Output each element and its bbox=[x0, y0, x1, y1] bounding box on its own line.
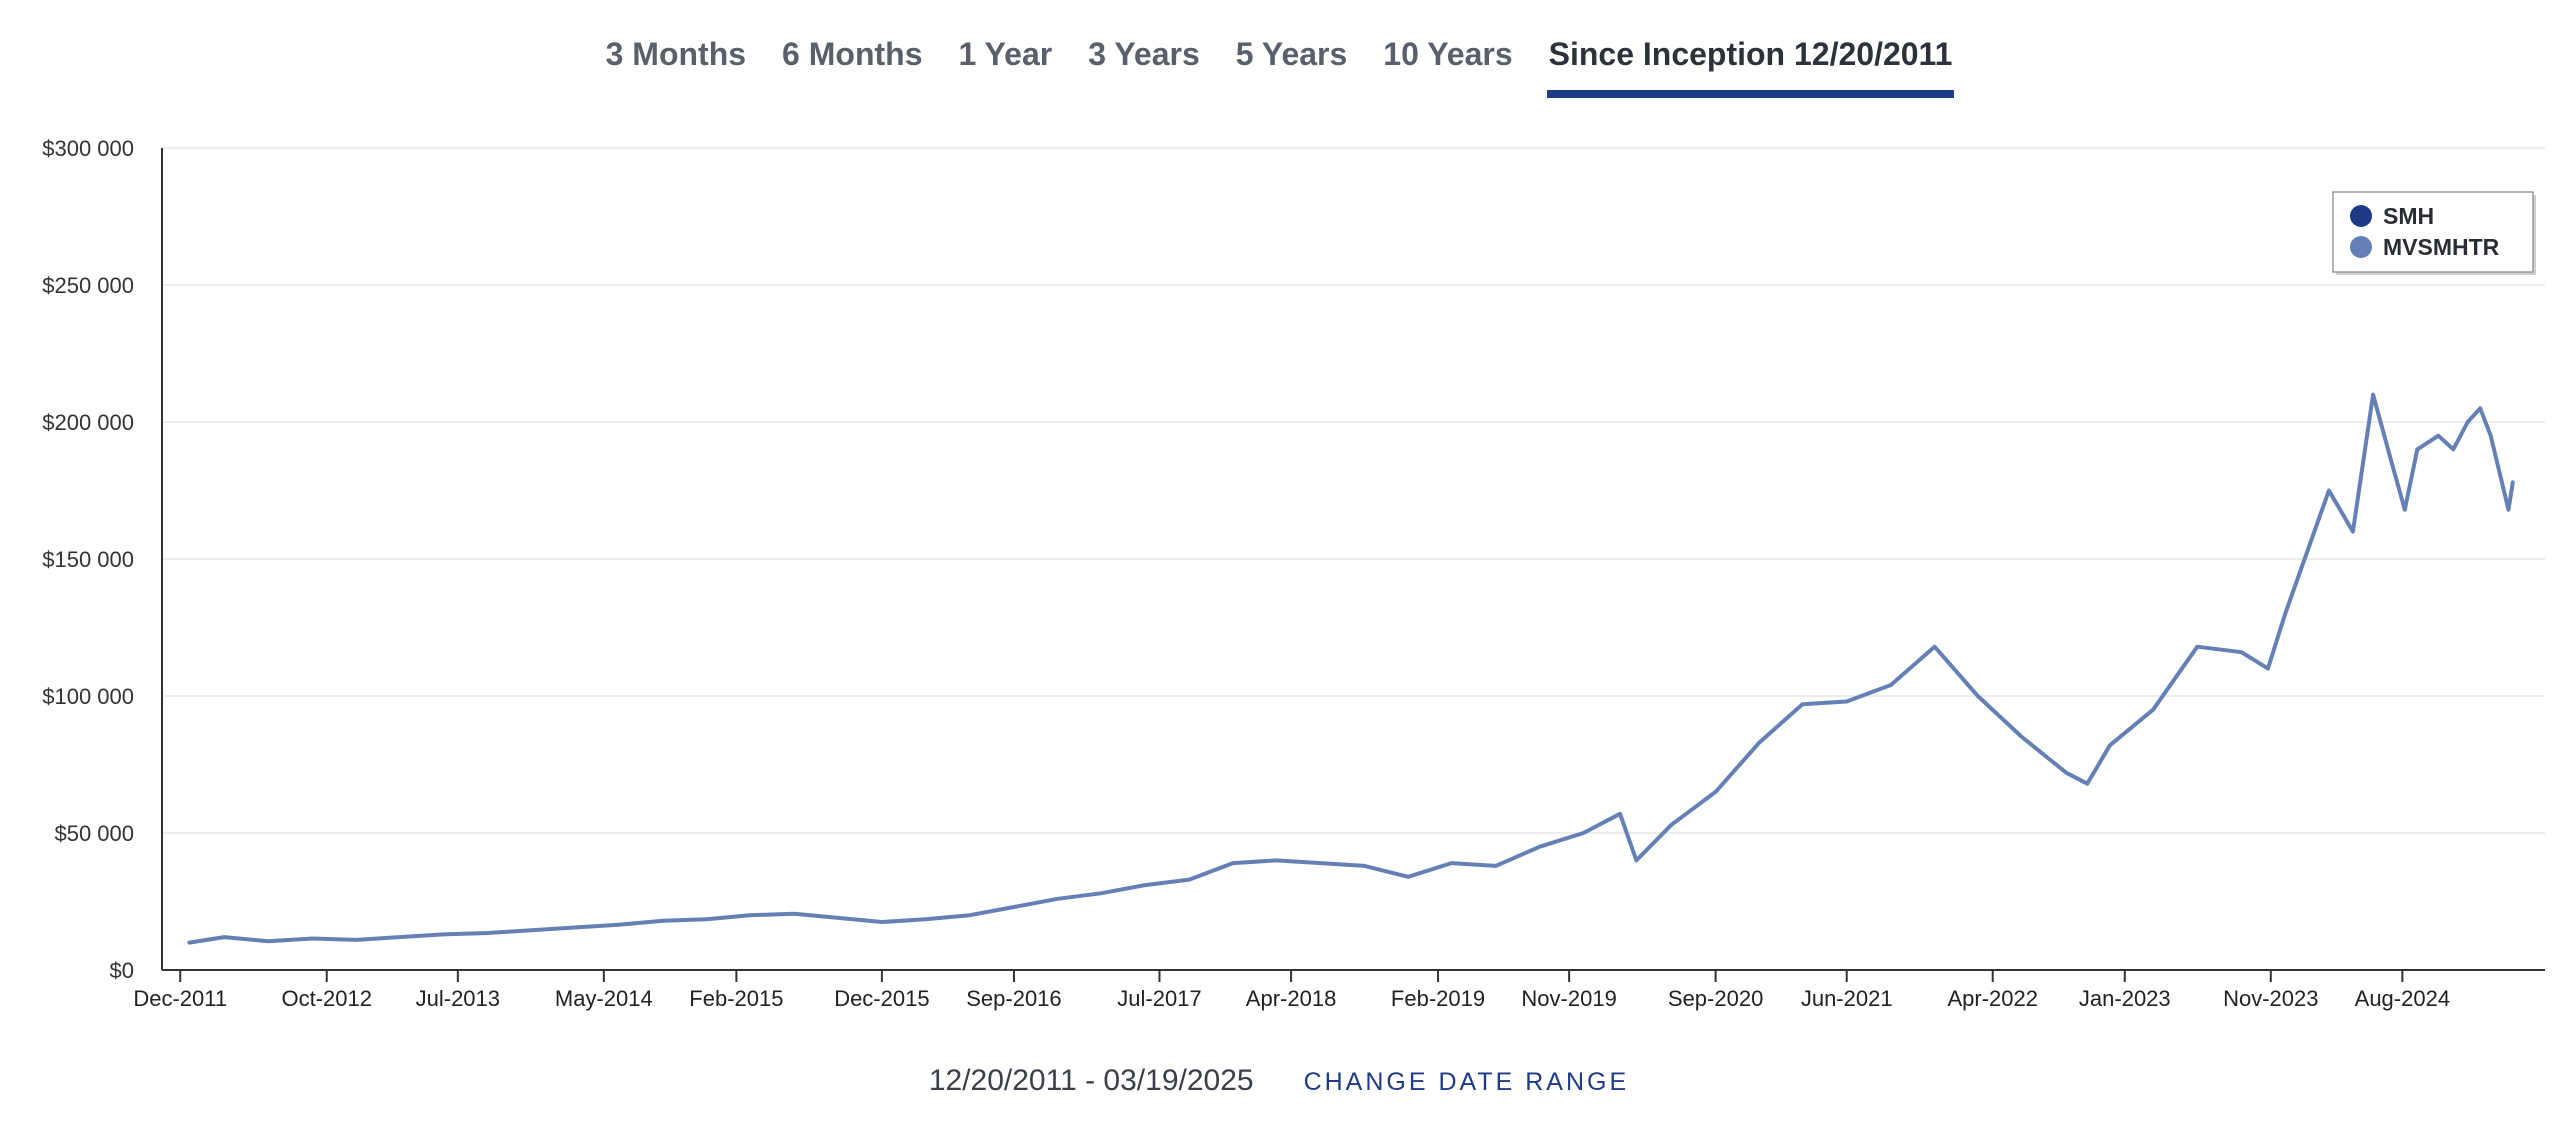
x-tick-label: Dec-2015 bbox=[834, 986, 929, 1011]
y-tick-label: $250 000 bbox=[42, 273, 134, 298]
x-tick-label: Sep-2016 bbox=[966, 986, 1061, 1011]
tab-10-years[interactable]: 10 Years bbox=[1383, 36, 1513, 72]
tab-1-year[interactable]: 1 Year bbox=[958, 36, 1053, 72]
tab-3-months[interactable]: 3 Months bbox=[605, 36, 747, 72]
y-tick-label: $100 000 bbox=[42, 684, 134, 709]
x-tick-label: Sep-2020 bbox=[1668, 986, 1763, 1011]
tab-3-years[interactable]: 3 Years bbox=[1088, 36, 1200, 72]
y-tick-label: $150 000 bbox=[42, 547, 134, 572]
x-tick-label: Apr-2022 bbox=[1947, 986, 2038, 1011]
time-range-tabs: 3 Months 6 Months 1 Year 3 Years 5 Years… bbox=[0, 30, 2558, 98]
legend-marker-smh[interactable] bbox=[2350, 205, 2372, 227]
legend-label-smh: SMH bbox=[2383, 203, 2434, 229]
tab-since-inception[interactable]: Since Inception 12/20/2011 bbox=[1546, 30, 1955, 98]
y-tick-label: $50 000 bbox=[54, 821, 134, 846]
x-tick-label: Oct-2012 bbox=[281, 986, 372, 1011]
y-tick-label: $0 bbox=[110, 958, 134, 983]
x-tick-label: Jul-2017 bbox=[1117, 986, 1201, 1011]
x-tick-label: Jun-2021 bbox=[1801, 986, 1893, 1011]
x-tick-label: Nov-2019 bbox=[1521, 986, 1616, 1011]
x-tick-label: Feb-2015 bbox=[689, 986, 783, 1011]
x-tick-label: Dec-2011 bbox=[133, 986, 227, 1011]
tab-6-months[interactable]: 6 Months bbox=[782, 36, 923, 72]
y-tick-label: $300 000 bbox=[42, 136, 134, 161]
tab-5-years[interactable]: 5 Years bbox=[1235, 36, 1348, 72]
legend-marker-mvsmhtr[interactable] bbox=[2350, 236, 2372, 258]
legend-label-mvsmhtr: MVSMHTR bbox=[2383, 234, 2500, 260]
y-tick-label: $200 000 bbox=[42, 410, 134, 435]
x-tick-label: Feb-2019 bbox=[1391, 986, 1485, 1011]
x-tick-label: May-2014 bbox=[555, 986, 653, 1011]
x-tick-label: Apr-2018 bbox=[1246, 986, 1337, 1011]
change-date-range-link[interactable]: CHANGE DATE RANGE bbox=[1303, 1068, 1630, 1096]
x-tick-label: Aug-2024 bbox=[2355, 986, 2450, 1011]
date-range-footer: 12/20/2011 - 03/19/2025 CHANGE DATE RANG… bbox=[0, 1064, 2558, 1098]
date-range-text: 12/20/2011 - 03/19/2025 bbox=[928, 1064, 1254, 1097]
series-line-mvsmhtr[interactable] bbox=[187, 392, 2515, 945]
performance-chart[interactable]: $0 $50 000 $100 000 $150 000 $200 000 $250 00… bbox=[0, 0, 2558, 1040]
legend-box bbox=[2332, 191, 2534, 273]
x-tick-label: Jan-2023 bbox=[2079, 986, 2171, 1011]
x-tick-label: Jul-2013 bbox=[416, 986, 500, 1011]
x-tick-label: Nov-2023 bbox=[2223, 986, 2318, 1011]
